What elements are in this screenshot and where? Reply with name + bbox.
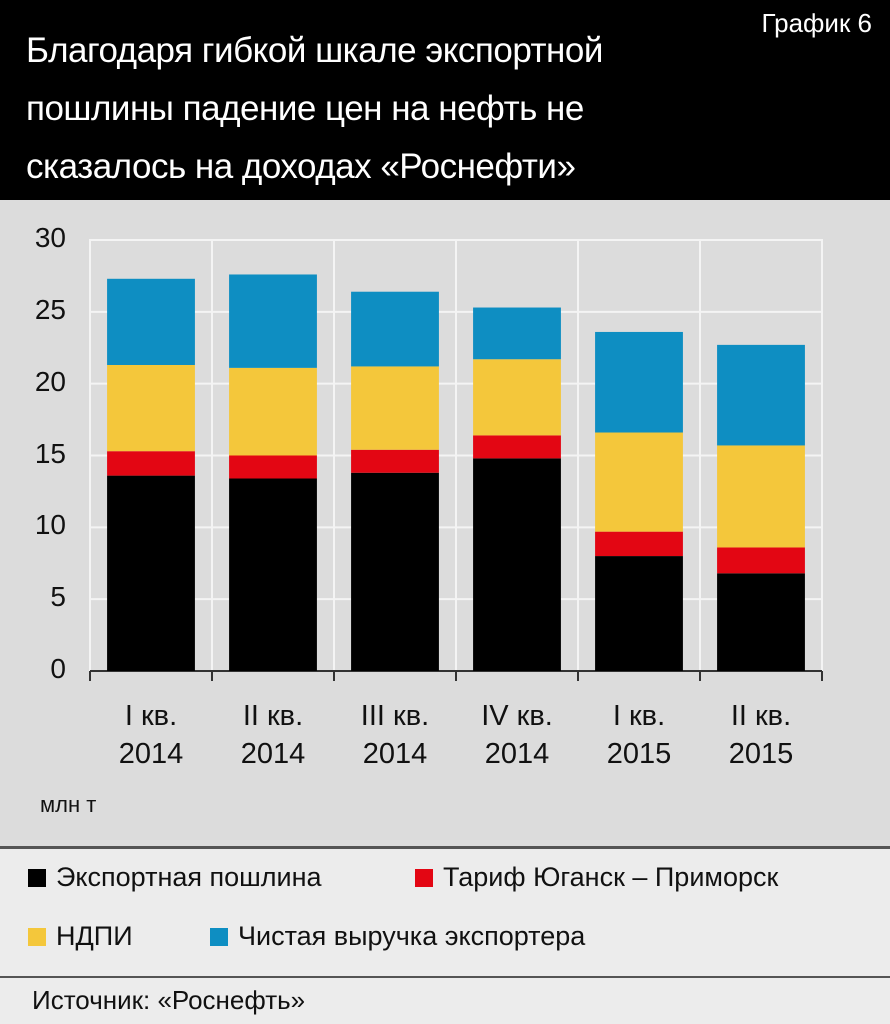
y-tick-label: 25 [34, 293, 66, 325]
bar-segment [595, 531, 683, 557]
bar-segment [473, 458, 561, 671]
legend-label: Тариф Юганск – Приморск [443, 862, 779, 892]
legend-item: Чистая выручка экспортера [210, 921, 585, 952]
bar-segment [107, 451, 195, 476]
legend-item: Экспортная пошлина [28, 862, 322, 893]
y-tick-label: 20 [34, 365, 66, 397]
bar-segment [717, 344, 805, 446]
chart-title: Благодаря гибкой шкале экспортной пошлин… [26, 31, 603, 186]
bar-segment [107, 364, 195, 452]
legend-label: НДПИ [56, 921, 133, 951]
bar-segment [229, 274, 317, 368]
bar-segment [351, 291, 439, 367]
x-tick-label: I кв. 2014 [118, 700, 184, 770]
legend-swatch [28, 868, 46, 887]
bar-segment [473, 359, 561, 436]
y-tick-label: 30 [34, 222, 66, 253]
bar-segment [595, 331, 683, 433]
legend-item: НДПИ [28, 921, 133, 952]
header: Благодаря гибкой шкале экспортной пошлин… [0, 0, 890, 200]
bar-segment [351, 472, 439, 671]
x-tick-label: II кв. 2014 [240, 700, 306, 770]
bar-segment [229, 478, 317, 671]
legend-label: Экспортная пошлина [56, 862, 322, 892]
bar-segment [473, 435, 561, 459]
bar-segment [229, 367, 317, 456]
bar-segment [107, 278, 195, 365]
separator [0, 976, 890, 978]
y-tick-label: 5 [50, 581, 66, 613]
bar-segment [351, 366, 439, 450]
bar-segment [107, 475, 195, 671]
separator [0, 846, 890, 849]
legend-label: Чистая выручка экспортера [238, 921, 586, 951]
bar-segment [717, 445, 805, 548]
bar-segment [473, 307, 561, 360]
source: Источник: «Роснефть» [32, 985, 306, 1015]
bar-segment [717, 573, 805, 671]
chart-number: График 6 [761, 8, 872, 38]
legend-item: Тариф Юганск – Приморск [415, 862, 778, 893]
y-tick-label: 10 [34, 509, 66, 541]
x-tick-label: III кв. 2014 [360, 700, 430, 770]
legend-swatch [28, 927, 46, 946]
x-tick-label: IV кв. 2014 [481, 700, 553, 770]
y-tick-label: 0 [50, 653, 66, 684]
x-tick-label: I кв. 2015 [606, 700, 672, 770]
bar-segment [351, 449, 439, 473]
bar-segment [595, 556, 683, 671]
legend-swatch [210, 927, 228, 946]
y-unit: млн т [40, 792, 97, 817]
bar-segment [717, 547, 805, 574]
x-tick-label: II кв. 2015 [728, 700, 794, 770]
y-tick-label: 15 [34, 437, 66, 469]
bar-segment [595, 432, 683, 532]
legend-swatch [415, 868, 433, 887]
chart [89, 239, 823, 681]
bar-segment [229, 455, 317, 479]
